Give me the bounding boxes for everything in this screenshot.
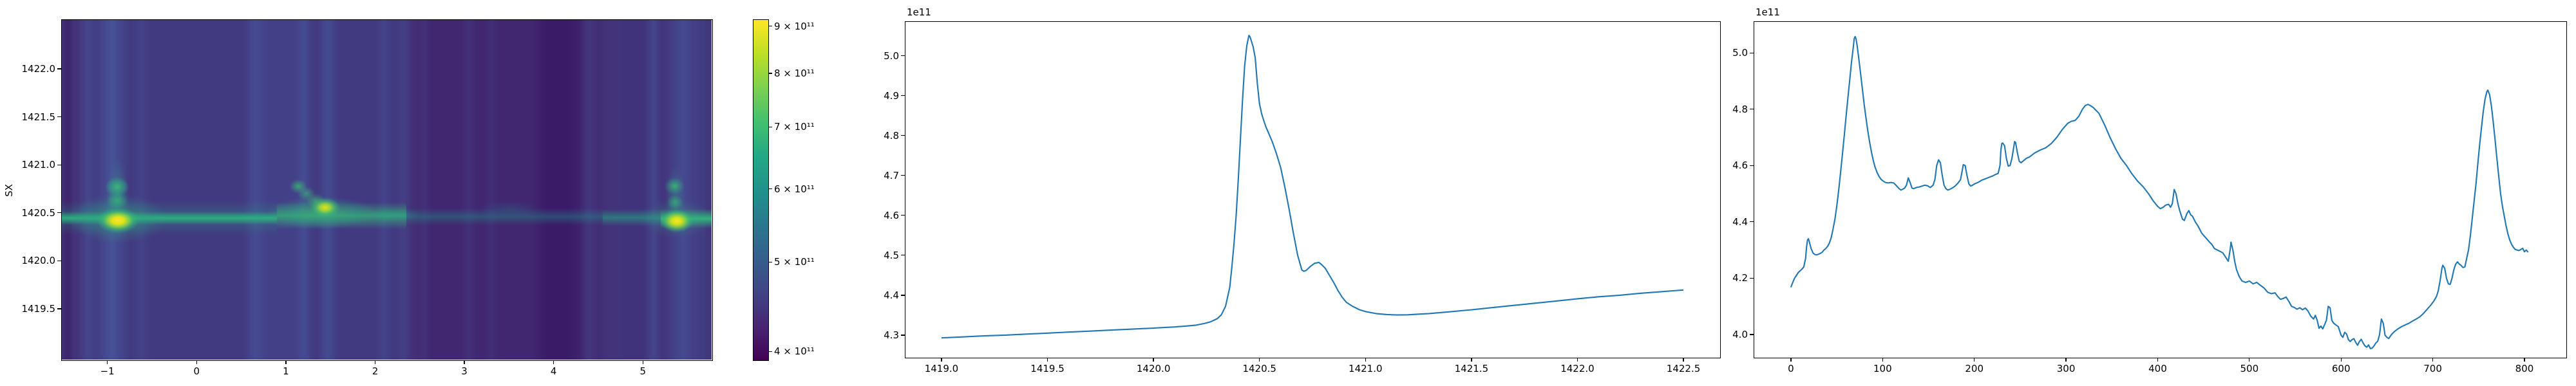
x-tick-label: 1420.0 [1136, 363, 1171, 374]
y-tick-label: 4.3 [884, 329, 899, 341]
colorbar-tick-label: 8 × 10¹¹ [774, 68, 815, 80]
y-tick-label: 5.0 [884, 50, 899, 62]
x-tick-label: 1420.5 [1242, 363, 1276, 374]
y-tick-label: 4.6 [884, 209, 899, 221]
x-tick-label: 4 [550, 365, 557, 377]
timeseries-offset-label: 1e11 [1756, 6, 1780, 18]
x-tick-label: 500 [2240, 363, 2259, 374]
data-line [1790, 35, 2529, 349]
y-tick-label: 1422.0 [21, 63, 56, 75]
x-tick-label: 0 [1788, 363, 1794, 374]
x-tick-label: 0 [193, 365, 200, 377]
colorbar-tick-mark [768, 188, 772, 190]
y-tick-label: 1421.5 [21, 111, 56, 123]
x-tick-label: 100 [1873, 363, 1892, 374]
y-tick-mark [57, 212, 61, 214]
x-tick-mark [285, 360, 287, 364]
x-tick-label: 800 [2515, 363, 2534, 374]
y-tick-mark [1749, 221, 1754, 223]
y-tick-label: 4.2 [1732, 272, 1748, 284]
y-tick-mark [1749, 165, 1754, 166]
y-tick-label: 5.0 [1732, 47, 1748, 59]
x-tick-mark [196, 360, 197, 364]
y-tick-label: 4.0 [1732, 328, 1748, 340]
x-tick-mark [1882, 358, 1883, 362]
timeseries-line-plot [1790, 35, 2529, 349]
x-tick-label: 200 [1965, 363, 1984, 374]
y-tick-label: 4.8 [884, 129, 899, 142]
y-tick-label: 1421.0 [21, 159, 56, 171]
x-tick-mark [2157, 358, 2159, 362]
colorbar-tick-label: 9 × 10¹¹ [774, 20, 815, 32]
timeseries-axes: 0 100 200 300 400 500 600 700 800 4.0 4.2 4.4 4.6 4.8… [1732, 21, 2567, 374]
x-tick-mark [1259, 358, 1260, 362]
x-tick-mark [1790, 358, 1792, 362]
x-tick-mark [107, 360, 108, 364]
x-tick-mark [2340, 358, 2342, 362]
spectrum-axes: 1419.0 1419.5 1420.0 1420.5 1421.0 1421.5 1422… [884, 21, 1721, 374]
x-tick-mark [2065, 358, 2067, 362]
heatmap-ylabel: SX [3, 184, 15, 197]
y-tick-label: 4.7 [884, 169, 899, 181]
y-tick-label: 4.8 [1732, 103, 1748, 115]
x-tick-label: 700 [2423, 363, 2442, 374]
x-tick-label: 1 [283, 365, 289, 377]
y-tick-mark [57, 308, 61, 309]
y-tick-label: 1420.0 [21, 255, 56, 267]
colorbar-tick-label: 6 × 10¹¹ [774, 183, 815, 195]
x-tick-label: 300 [2056, 363, 2076, 374]
x-tick-label: 600 [2331, 363, 2351, 374]
y-tick-mark [1749, 277, 1754, 279]
x-tick-label: 5 [639, 365, 647, 377]
x-tick-mark [1365, 358, 1366, 362]
x-tick-label: 1419.5 [1030, 363, 1065, 374]
x-tick-mark [553, 360, 554, 364]
y-tick-label: 4.4 [1732, 216, 1748, 228]
y-tick-mark [900, 55, 905, 57]
x-tick-label: 1422.5 [1666, 363, 1701, 374]
y-tick-mark [900, 175, 905, 176]
x-tick-mark [1974, 358, 1975, 362]
x-tick-label: 3 [461, 365, 468, 377]
data-line [941, 35, 1684, 339]
colorbar-tick-label: 7 × 10¹¹ [774, 121, 815, 133]
heatmap-axes: −1 0 1 2 3 4 5 1422.0 1421.5 1421.0 1420.5 1420.0 14… [22, 19, 713, 377]
y-tick-mark [900, 215, 905, 216]
y-tick-label: 4.4 [884, 289, 899, 301]
x-tick-label: 1421.0 [1349, 363, 1383, 374]
colorbar-tick-label: 4 × 10¹¹ [774, 345, 815, 358]
y-tick-mark [900, 135, 905, 136]
y-tick-label: 4.5 [884, 249, 899, 261]
colorbar-tick-mark [768, 351, 772, 353]
colorbar: 9 × 10¹¹ 8 × 10¹¹ 7 × 10¹¹ 6 × 10¹¹ 5 × 10¹¹… [753, 19, 815, 361]
x-tick-label: 1422.0 [1560, 363, 1595, 374]
x-tick-label: 1419.0 [924, 363, 959, 374]
y-tick-label: 1419.5 [21, 302, 56, 315]
x-tick-mark [941, 358, 942, 362]
y-tick-mark [900, 95, 905, 96]
y-tick-mark [57, 116, 61, 118]
y-tick-label: 1420.5 [21, 207, 56, 219]
y-tick-label: 4.6 [1732, 160, 1748, 172]
y-tick-label: 4.9 [884, 89, 899, 102]
x-tick-label: −1 [100, 365, 115, 377]
y-tick-mark [57, 68, 61, 69]
x-tick-mark [2432, 358, 2434, 362]
colorbar-tick-label: 5 × 10¹¹ [774, 256, 815, 268]
spectrum-offset-label: 1e11 [907, 6, 931, 18]
x-tick-mark [1471, 358, 1472, 362]
x-tick-mark [1046, 358, 1048, 362]
x-tick-label: 2 [372, 365, 379, 377]
x-tick-label: 400 [2148, 363, 2167, 374]
x-tick-label: 1421.5 [1454, 363, 1489, 374]
spectrum-line-plot [941, 35, 1684, 339]
x-tick-mark [1577, 358, 1578, 362]
heatmap-image [62, 20, 712, 360]
y-tick-mark [1749, 334, 1754, 335]
